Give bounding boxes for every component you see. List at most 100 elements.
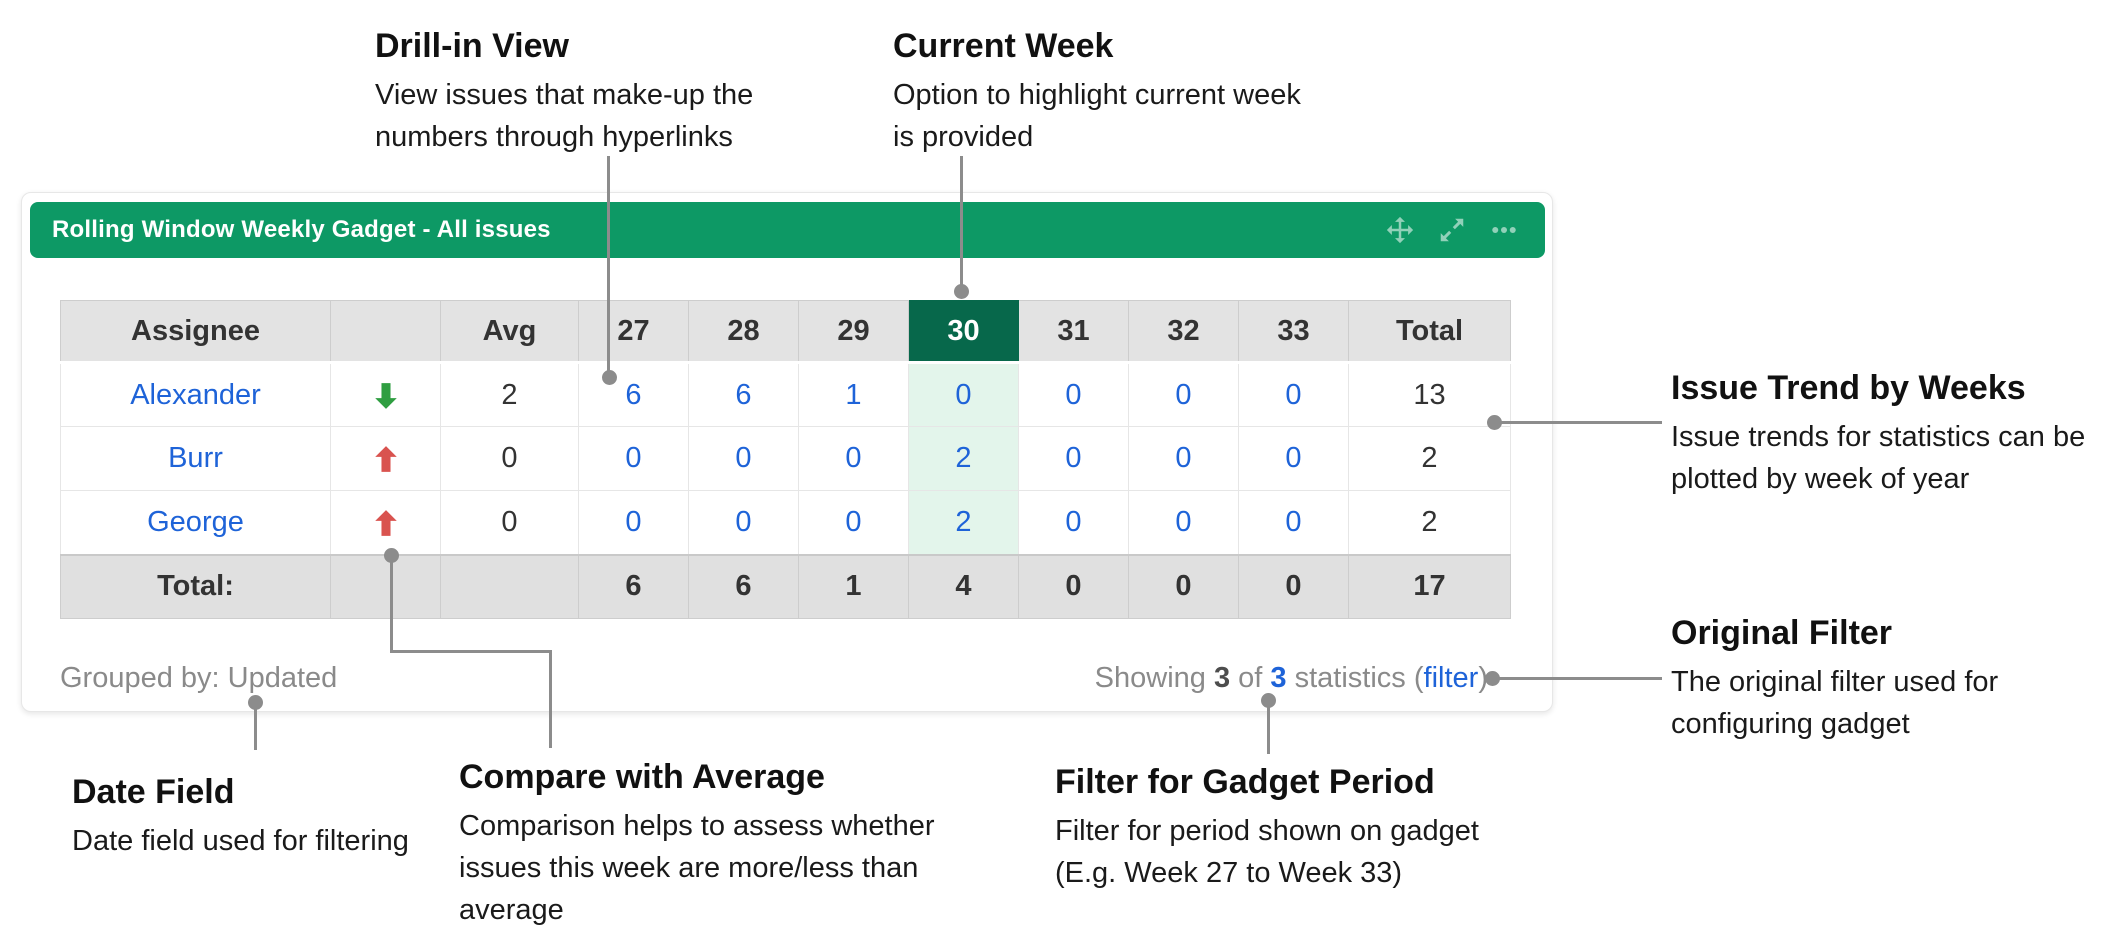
week-count-link[interactable]: 0 bbox=[1065, 378, 1082, 411]
week-count-link[interactable]: 0 bbox=[625, 505, 642, 538]
week-count-link[interactable]: 0 bbox=[1175, 442, 1192, 474]
week-count-link[interactable]: 0 bbox=[1175, 505, 1192, 538]
total-row-label: Total: bbox=[60, 553, 331, 619]
close-paren: ) bbox=[1478, 662, 1488, 694]
trend-up-icon bbox=[373, 509, 399, 537]
week-count-link[interactable]: 0 bbox=[1285, 442, 1302, 474]
week-count-link-current[interactable]: 2 bbox=[955, 442, 972, 474]
week-count-link[interactable]: 0 bbox=[1285, 505, 1302, 538]
connector-line-current-week bbox=[960, 156, 963, 289]
annotation-text: (E.g. Week 27 to Week 33) bbox=[1055, 857, 1403, 889]
more-options-icon[interactable] bbox=[1489, 215, 1519, 245]
avg-value: 0 bbox=[440, 426, 579, 491]
annotation-text: numbers through hyperlinks bbox=[375, 121, 733, 153]
gadget-header-bar: Rolling Window Weekly Gadget - All issue… bbox=[30, 202, 1545, 258]
connector-line-compare-average-v1 bbox=[390, 556, 393, 652]
annotation-current-week: Current Week Option to highlight current… bbox=[893, 24, 1301, 158]
of-text: of bbox=[1230, 662, 1271, 694]
week-count-link[interactable]: 0 bbox=[625, 442, 642, 474]
showing-statistics-status: Showing 3 of 3 statistics (filter) bbox=[1095, 662, 1488, 695]
annotation-title: Issue Trend by Weeks bbox=[1671, 369, 2026, 407]
week-count-link-current[interactable]: 0 bbox=[955, 378, 972, 411]
annotation-title: Original Filter bbox=[1671, 614, 1893, 652]
week-count-link[interactable]: 0 bbox=[1065, 505, 1082, 538]
annotation-title: Compare with Average bbox=[459, 758, 825, 796]
table-row: Burr 0 0 0 0 2 0 0 0 2 bbox=[60, 426, 1511, 491]
annotation-text: Issue trends for statistics can be bbox=[1671, 421, 2086, 453]
week-count-link[interactable]: 0 bbox=[1285, 378, 1302, 411]
expand-icon[interactable] bbox=[1437, 215, 1467, 245]
annotation-title: Filter for Gadget Period bbox=[1055, 763, 1435, 801]
week-count-link[interactable]: 0 bbox=[845, 442, 862, 474]
connector-line-issue-trend bbox=[1495, 421, 1662, 424]
total-week-value: 0 bbox=[1018, 553, 1129, 619]
week-count-link[interactable]: 1 bbox=[845, 378, 862, 411]
connector-dot-issue-trend bbox=[1487, 415, 1502, 430]
gadget-title: Rolling Window Weekly Gadget - All issue… bbox=[52, 216, 551, 243]
connector-line-compare-average-v2 bbox=[549, 650, 552, 748]
annotation-text: is provided bbox=[893, 121, 1034, 153]
grouped-by-label: Grouped by: Updated bbox=[60, 662, 338, 694]
col-header-week-29: 29 bbox=[798, 300, 909, 364]
annotation-text: average bbox=[459, 894, 564, 926]
annotation-drill-in-view: Drill-in View View issues that make-up t… bbox=[375, 24, 753, 158]
annotation-text: Date field used for filtering bbox=[72, 825, 409, 857]
showing-text: Showing bbox=[1094, 662, 1214, 694]
col-header-week-28: 28 bbox=[688, 300, 799, 364]
total-week-value: 6 bbox=[688, 553, 799, 619]
connector-dot-drill-in bbox=[602, 370, 617, 385]
annotation-text: View issues that make-up the bbox=[375, 79, 754, 111]
annotation-text: Filter for period shown on gadget bbox=[1055, 815, 1479, 847]
connector-line-original-filter bbox=[1493, 677, 1662, 680]
connector-line-gadget-period bbox=[1267, 701, 1270, 754]
annotation-text: issues this week are more/less than bbox=[459, 852, 919, 884]
weekly-statistics-table: Assignee Avg 27 28 29 30 31 32 33 Total … bbox=[60, 300, 1511, 619]
week-count-link[interactable]: 0 bbox=[1065, 442, 1082, 474]
row-total: 2 bbox=[1348, 490, 1511, 555]
trend-up-icon bbox=[373, 445, 399, 473]
connector-line-date-field bbox=[254, 704, 257, 750]
col-header-week-31: 31 bbox=[1018, 300, 1129, 364]
col-header-avg: Avg bbox=[440, 300, 579, 364]
week-count-link[interactable]: 6 bbox=[735, 378, 752, 411]
week-count-link[interactable]: 0 bbox=[845, 505, 862, 538]
annotation-title: Date Field bbox=[72, 773, 235, 811]
week-count-link[interactable]: 0 bbox=[735, 442, 752, 474]
connector-dot-gadget-period bbox=[1261, 693, 1276, 708]
total-week-value: 6 bbox=[578, 553, 689, 619]
col-header-week-32: 32 bbox=[1128, 300, 1239, 364]
connector-line-compare-average-h bbox=[390, 650, 552, 653]
week-count-link[interactable]: 6 bbox=[625, 378, 642, 411]
total-week-value: 4 bbox=[908, 553, 1019, 619]
assignee-link[interactable]: Burr bbox=[168, 442, 223, 474]
connector-dot-compare-average bbox=[384, 548, 399, 563]
row-total: 13 bbox=[1348, 362, 1511, 427]
annotation-issue-trend: Issue Trend by Weeks Issue trends for st… bbox=[1671, 366, 2085, 500]
connector-dot-current-week bbox=[954, 284, 969, 299]
assignee-link[interactable]: Alexander bbox=[130, 378, 261, 411]
week-count-link[interactable]: 0 bbox=[1175, 378, 1192, 411]
avg-value: 2 bbox=[440, 362, 579, 427]
annotation-gadget-period: Filter for Gadget Period Filter for peri… bbox=[1055, 760, 1479, 894]
col-header-assignee: Assignee bbox=[60, 300, 331, 364]
annotation-date-field: Date Field Date field used for filtering bbox=[72, 770, 409, 862]
table-row: George 0 0 0 0 2 0 0 0 2 bbox=[60, 490, 1511, 555]
connector-line-drill-in bbox=[607, 156, 610, 374]
annotation-text: The original filter used for bbox=[1671, 666, 1999, 698]
annotation-compare-average: Compare with Average Comparison helps to… bbox=[459, 755, 935, 931]
total-week-value: 0 bbox=[1128, 553, 1239, 619]
trend-down-icon bbox=[373, 382, 399, 410]
week-count-link[interactable]: 0 bbox=[735, 505, 752, 538]
annotation-original-filter: Original Filter The original filter used… bbox=[1671, 611, 1998, 745]
annotation-text: configuring gadget bbox=[1671, 708, 1910, 740]
annotation-title: Current Week bbox=[893, 27, 1114, 65]
table-row: Alexander 2 6 6 1 0 0 0 0 13 bbox=[60, 362, 1511, 427]
assignee-link[interactable]: George bbox=[147, 505, 244, 538]
row-total: 2 bbox=[1348, 426, 1511, 491]
week-count-link-current[interactable]: 2 bbox=[955, 505, 972, 538]
move-icon[interactable] bbox=[1385, 215, 1415, 245]
filter-link[interactable]: filter bbox=[1423, 662, 1479, 694]
annotation-text: plotted by week of year bbox=[1671, 463, 1970, 495]
table-total-row: Total: 6 6 1 4 0 0 0 17 bbox=[60, 553, 1511, 619]
